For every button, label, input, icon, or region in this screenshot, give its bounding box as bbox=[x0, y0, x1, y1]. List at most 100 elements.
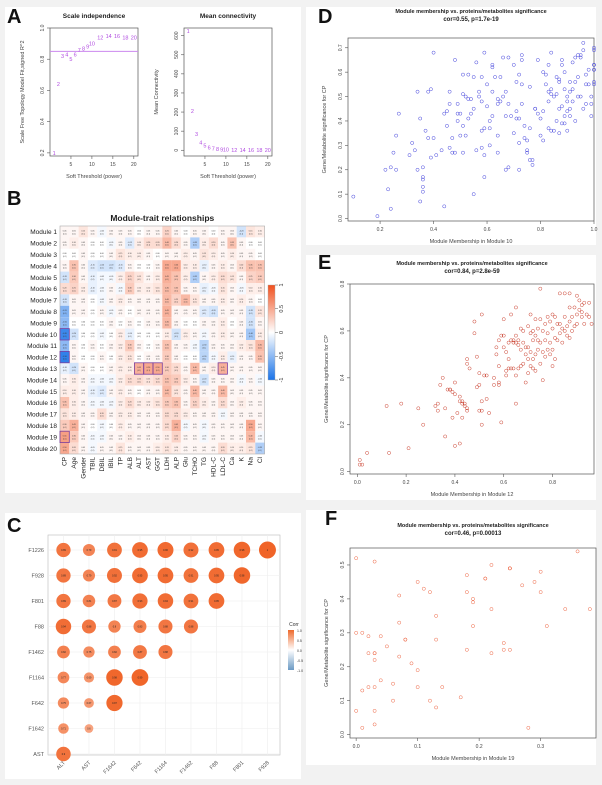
corr-circle bbox=[131, 669, 149, 686]
legend-bar bbox=[288, 630, 294, 670]
cell-pvalue: (0.1) bbox=[240, 256, 244, 258]
heatmap-cell bbox=[106, 340, 116, 352]
data-point bbox=[550, 312, 555, 317]
heatmap-cell bbox=[246, 408, 256, 420]
cell-pvalue: (0.1) bbox=[221, 393, 225, 395]
data-point bbox=[450, 390, 455, 394]
heatmap-cell bbox=[199, 226, 209, 238]
point-label: 8 bbox=[82, 46, 85, 52]
heatmap-cell bbox=[162, 340, 172, 352]
cell-pvalue: (0.1) bbox=[119, 336, 123, 338]
cell-pvalue: (0.1) bbox=[109, 256, 113, 258]
y-tick-label: 0.4 bbox=[340, 374, 346, 381]
heatmap-cell bbox=[69, 362, 79, 375]
cell-value: 0.05 bbox=[156, 299, 160, 301]
cell-value: 0.10 bbox=[240, 299, 244, 301]
heatmap-cell bbox=[134, 226, 144, 238]
cell-pvalue: (0.1) bbox=[165, 439, 169, 441]
cell-value: 0.35 bbox=[165, 344, 169, 346]
column-label: TG bbox=[201, 457, 208, 466]
cell-value: 0.15 bbox=[165, 447, 169, 449]
cell-pvalue: (0.1) bbox=[175, 268, 179, 270]
cell-value: -0.05 bbox=[211, 287, 215, 289]
cell-value: 0.05 bbox=[221, 344, 225, 346]
x-tick-label: 0.8 bbox=[549, 480, 556, 486]
cell-pvalue: (0.1) bbox=[156, 416, 160, 418]
chart-subtitle: cor=0.55, p=1.7e-19 bbox=[443, 17, 499, 23]
cell-pvalue: (0.1) bbox=[82, 256, 86, 258]
cell-value: 0.05 bbox=[193, 413, 197, 415]
x-tick-label: 0.1 bbox=[414, 744, 421, 750]
heatmap-cell bbox=[134, 408, 144, 420]
column-label: TP bbox=[117, 457, 124, 465]
corr-circle bbox=[157, 593, 174, 609]
heatmap-cell bbox=[162, 271, 172, 283]
point-label: 9 bbox=[220, 148, 223, 154]
heatmap-cell bbox=[190, 362, 200, 375]
cell-value: 0.05 bbox=[230, 333, 234, 335]
cell-pvalue: (0.1) bbox=[212, 279, 216, 281]
cell-pvalue: (0.1) bbox=[109, 416, 113, 418]
cell-value: 0.05 bbox=[81, 310, 85, 312]
cell-pvalue: (0.1) bbox=[165, 347, 169, 349]
data-point bbox=[550, 347, 555, 352]
cell-pvalue: (0.1) bbox=[82, 279, 86, 281]
data-point bbox=[548, 319, 552, 324]
heatmap-cell bbox=[246, 305, 256, 318]
cell-pvalue: (0.1) bbox=[165, 233, 169, 235]
heatmap-cell bbox=[134, 442, 144, 454]
cell-pvalue: (0.1) bbox=[109, 279, 113, 281]
corr-value: 0.95 bbox=[138, 575, 143, 578]
cell-value: 0.40 bbox=[184, 299, 188, 301]
heatmap-cell bbox=[190, 397, 200, 409]
cell-value: 0.20 bbox=[128, 401, 132, 403]
row-label: Module 17 bbox=[27, 412, 58, 419]
cell-value: 0.05 bbox=[193, 287, 197, 289]
cell-pvalue: (0.1) bbox=[100, 382, 104, 384]
cell-value: -0.20 bbox=[248, 322, 252, 324]
heatmap-cell bbox=[143, 248, 153, 261]
data-point bbox=[495, 133, 500, 138]
heatmap-cell bbox=[199, 248, 209, 261]
heatmap-cell bbox=[97, 397, 107, 409]
corr-circle bbox=[107, 542, 122, 558]
heatmap-cell bbox=[106, 328, 116, 340]
data-point bbox=[526, 357, 530, 361]
data-point bbox=[506, 366, 511, 371]
y-tick-label: 0.8 bbox=[40, 56, 46, 63]
corr-circle bbox=[106, 567, 122, 584]
cell-value: 0.05 bbox=[119, 310, 123, 312]
cell-pvalue: (0.1) bbox=[100, 290, 104, 292]
cell-pvalue: (0.1) bbox=[184, 233, 188, 235]
cell-value: 0.05 bbox=[221, 424, 225, 426]
chart-title: Scale independence bbox=[63, 13, 126, 20]
heatmap-cell bbox=[190, 351, 200, 363]
y-tick-label: 300 bbox=[174, 89, 180, 98]
cell-pvalue: (0.1) bbox=[258, 233, 262, 235]
corr-circle bbox=[108, 645, 121, 659]
heatmap-cell bbox=[115, 248, 126, 261]
cell-pvalue: (0.1) bbox=[128, 439, 132, 441]
x-axis-label: Module Membership in Module 10 bbox=[430, 239, 513, 245]
heatmap-cell bbox=[125, 271, 135, 283]
cell-value: 0.45 bbox=[137, 367, 141, 369]
cell-value: 0.05 bbox=[230, 299, 234, 301]
heatmap-cell bbox=[125, 397, 135, 409]
cell-pvalue: (0.1) bbox=[175, 439, 179, 441]
data-point bbox=[531, 329, 535, 333]
cell-pvalue: (0.1) bbox=[221, 382, 225, 384]
heatmap-cell bbox=[171, 408, 181, 420]
data-point bbox=[587, 314, 591, 319]
data-point bbox=[465, 357, 469, 361]
cell-pvalue: (0.1) bbox=[193, 382, 197, 384]
cell-pvalue: (0.1) bbox=[212, 245, 216, 247]
cell-value: 0.15 bbox=[119, 253, 123, 255]
data-point bbox=[519, 82, 524, 87]
heatmap-cell bbox=[115, 351, 126, 363]
cell-pvalue: (0.1) bbox=[100, 416, 104, 418]
heatmap-cell bbox=[106, 431, 116, 443]
cell-pvalue: (0.1) bbox=[249, 382, 253, 384]
data-point bbox=[557, 322, 562, 326]
data-point bbox=[557, 77, 562, 82]
cell-pvalue: (0.1) bbox=[91, 404, 95, 406]
